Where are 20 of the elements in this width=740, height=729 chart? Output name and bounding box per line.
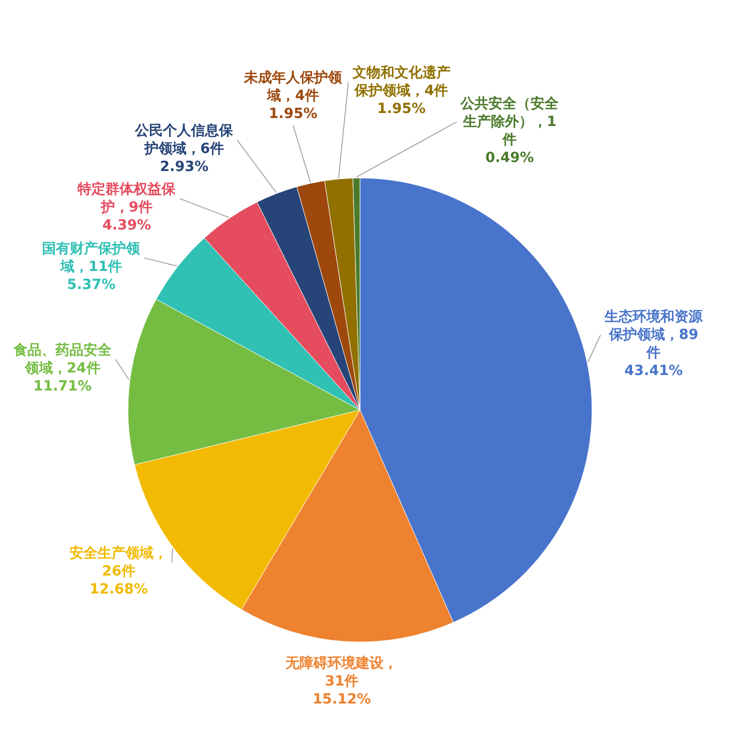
slice-label: 安全生产领域，26件 [70, 544, 168, 580]
data-label: 1.95% [377, 101, 426, 118]
data-label: 4.39% [102, 218, 151, 234]
data-label: 12.68% [90, 582, 148, 598]
data-label: 43.41% [624, 362, 683, 379]
slice-label: 特定群体权益保护，9件 [76, 180, 177, 216]
slice-label: 公民个人信息保护领域，6件 [134, 123, 234, 158]
slice-label: 无障碍环境建设，31件 [284, 654, 398, 690]
slice-label: 未成年人保护领域，4件 [243, 69, 344, 104]
slice-label: 生态环境和资源保护领域，89件 [604, 308, 704, 361]
data-label: 0.49% [485, 150, 534, 166]
data-label: 2.93% [160, 159, 208, 176]
data-label: 5.37% [66, 276, 116, 293]
data-label: 1.95% [268, 106, 318, 122]
data-label: 15.12% [312, 691, 371, 708]
slice-label: 文物和文化遗产保护领域，4件 [351, 64, 450, 100]
data-label: 11.71% [33, 378, 92, 394]
slice-label: 国有财产保护领域，11件 [42, 240, 142, 275]
slice-label: 食品、药品安全领域，24件 [12, 341, 113, 376]
slice-label: 公共安全（安全生产除外），1件 [460, 94, 560, 148]
